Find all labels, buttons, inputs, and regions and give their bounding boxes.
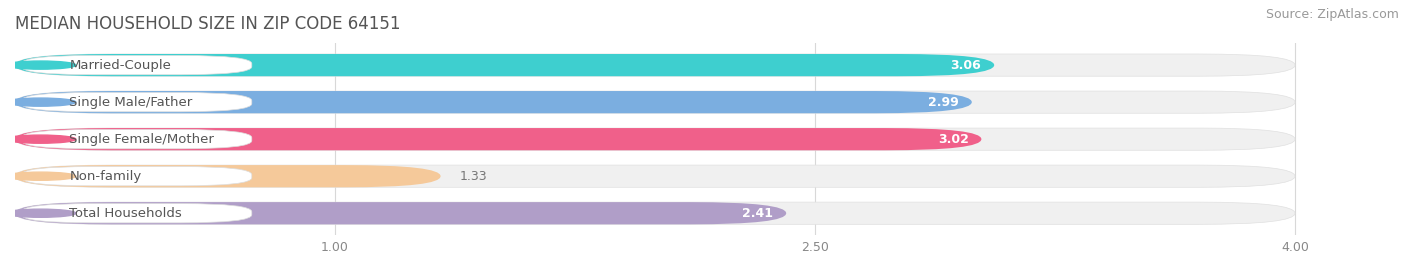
FancyBboxPatch shape bbox=[15, 91, 972, 113]
Circle shape bbox=[6, 209, 76, 217]
Text: 2.99: 2.99 bbox=[928, 96, 959, 109]
FancyBboxPatch shape bbox=[21, 204, 252, 223]
FancyBboxPatch shape bbox=[15, 128, 1295, 150]
FancyBboxPatch shape bbox=[15, 54, 1295, 76]
FancyBboxPatch shape bbox=[21, 55, 252, 75]
Text: 1.33: 1.33 bbox=[460, 170, 488, 183]
Circle shape bbox=[6, 172, 76, 180]
Text: Non-family: Non-family bbox=[69, 170, 142, 183]
FancyBboxPatch shape bbox=[15, 202, 1295, 224]
Circle shape bbox=[6, 61, 76, 69]
FancyBboxPatch shape bbox=[21, 93, 252, 112]
FancyBboxPatch shape bbox=[15, 54, 994, 76]
Text: 3.02: 3.02 bbox=[938, 133, 969, 146]
Text: 2.41: 2.41 bbox=[742, 207, 773, 220]
FancyBboxPatch shape bbox=[21, 130, 252, 149]
FancyBboxPatch shape bbox=[21, 167, 252, 186]
Text: Source: ZipAtlas.com: Source: ZipAtlas.com bbox=[1265, 8, 1399, 21]
Text: MEDIAN HOUSEHOLD SIZE IN ZIP CODE 64151: MEDIAN HOUSEHOLD SIZE IN ZIP CODE 64151 bbox=[15, 15, 401, 33]
FancyBboxPatch shape bbox=[15, 165, 1295, 187]
Circle shape bbox=[6, 135, 76, 143]
FancyBboxPatch shape bbox=[15, 202, 786, 224]
Text: Married-Couple: Married-Couple bbox=[69, 59, 172, 72]
Text: Single Male/Father: Single Male/Father bbox=[69, 96, 193, 109]
Text: Total Households: Total Households bbox=[69, 207, 183, 220]
Circle shape bbox=[6, 98, 76, 106]
Text: 3.06: 3.06 bbox=[950, 59, 981, 72]
FancyBboxPatch shape bbox=[15, 91, 1295, 113]
FancyBboxPatch shape bbox=[15, 165, 440, 187]
Text: Single Female/Mother: Single Female/Mother bbox=[69, 133, 214, 146]
FancyBboxPatch shape bbox=[15, 128, 981, 150]
